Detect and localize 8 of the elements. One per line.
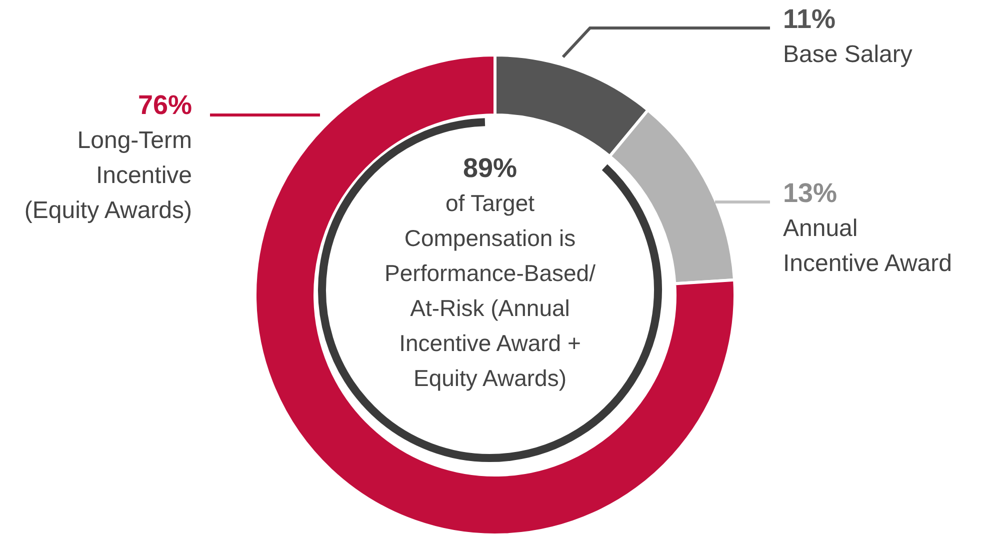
- data-label: 76%: [136, 89, 192, 122]
- data-label: 13%: [783, 177, 838, 210]
- slice-label: Long-Term Incentive (Equity Awards): [24, 126, 192, 226]
- data-label: 11%: [783, 3, 837, 36]
- text: of Target Compensation is Performance-Based/ At-Risk (Annual Incentive Award + Equity Awards): [384, 189, 596, 393]
- slice-label: Base Salary: [783, 40, 912, 70]
- slice-label: Annual Incentive Award: [783, 214, 952, 279]
- text: 89%: [462, 152, 518, 185]
